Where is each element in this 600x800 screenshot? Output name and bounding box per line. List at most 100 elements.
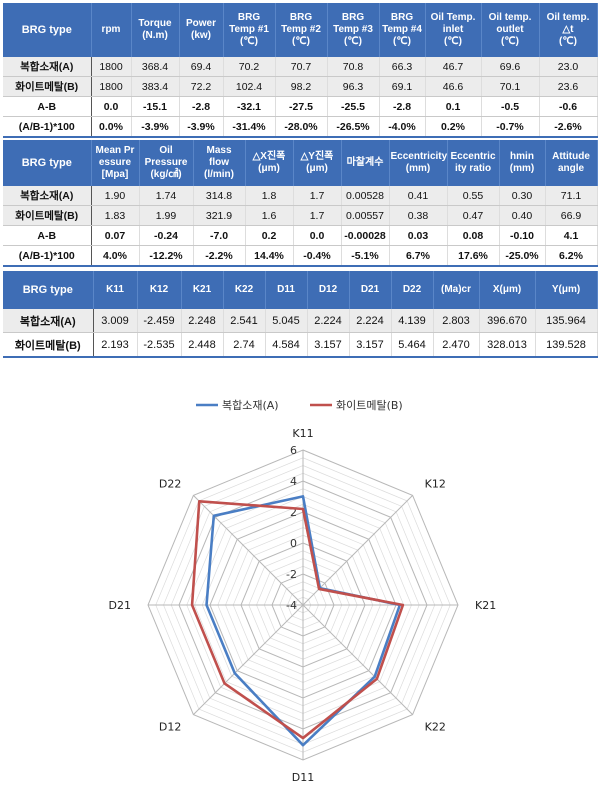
radial-tick-label: -4	[286, 599, 297, 612]
table-cell: 1800	[91, 57, 132, 77]
table-cell: 0.30	[499, 186, 546, 206]
table-cell: 70.8	[327, 57, 380, 77]
column-header: BRG Temp #2 (℃)	[275, 3, 328, 57]
column-header: (Ma)cr	[433, 271, 480, 309]
table-cell: 69.4	[179, 57, 224, 77]
table-cell: 5.464	[391, 332, 434, 358]
table-cell: -0.6	[539, 96, 598, 117]
table-cell: -0.00028	[341, 225, 390, 246]
column-header: Oil temp. △t (℃)	[539, 3, 598, 57]
table-row: 화이트메탈(B) 2.193 -2.535 2.448 2.74 4.584 3.157 3.…	[3, 332, 598, 358]
table-cell: 66.9	[545, 205, 598, 226]
radial-tick-label: 4	[290, 475, 297, 488]
row-label: 복합소재(A)	[3, 309, 94, 333]
table-cell: 321.9	[193, 205, 246, 226]
table-cell: 1.74	[139, 186, 194, 206]
table-cell: 66.3	[379, 57, 426, 77]
axis-label-d12: D12	[159, 721, 181, 734]
column-header: rpm	[91, 3, 132, 57]
table-cell: 2.470	[433, 332, 480, 358]
table-cell: -25.0%	[499, 245, 546, 267]
table-cell: -7.0	[193, 225, 246, 246]
table-cell: 0.1	[425, 96, 482, 117]
table-row: (A/B-1)*100 0.0% -3.9% -3.9% -31.4% -28.0% -26…	[3, 116, 598, 138]
table-cell: 3.157	[307, 332, 350, 358]
series-line-b	[190, 499, 405, 740]
table-cell: 96.3	[327, 76, 380, 97]
table-cell: -0.5	[481, 96, 540, 117]
table-cell: 0.38	[389, 205, 448, 226]
table-cell: 23.6	[539, 76, 598, 97]
performance-table: BRG type rpm Torque (N.m) Power (kw) BRG Tem…	[3, 3, 598, 138]
table-cell: 0.0	[91, 96, 132, 117]
table-cell: 2.248	[181, 309, 224, 333]
column-header: Attitude angle	[545, 140, 598, 186]
table-cell: 0.41	[389, 186, 448, 206]
column-header: K12	[137, 271, 182, 309]
table-cell: -26.5%	[327, 116, 380, 138]
table-cell: 46.6	[425, 76, 482, 97]
table-cell: -2.535	[137, 332, 182, 358]
table-cell: -3.9%	[131, 116, 180, 138]
table-cell: 383.4	[131, 76, 180, 97]
table-cell: -0.24	[139, 225, 194, 246]
table-cell: 69.6	[481, 57, 540, 77]
table-cell: 1800	[91, 76, 132, 97]
table-cell: 1.8	[245, 186, 294, 206]
axis-label-k22: K22	[425, 721, 446, 734]
table-cell: 71.1	[545, 186, 598, 206]
radar-axis-labels: K11 K12 K21 K22 D11 D12 D21 D22	[109, 427, 497, 784]
table-cell: 1.7	[293, 205, 342, 226]
table-cell: -0.10	[499, 225, 546, 246]
table-cell: 0.47	[447, 205, 500, 226]
table-cell: -2.8	[379, 96, 426, 117]
column-header: D12	[307, 271, 350, 309]
table-cell: 139.528	[535, 332, 598, 358]
axis-label-d21: D21	[109, 599, 131, 612]
column-header: Torque (N.m)	[131, 3, 180, 57]
table-cell: -3.9%	[179, 116, 224, 138]
radar-series	[190, 495, 405, 747]
table-cell: -0.7%	[481, 116, 540, 138]
table-cell: -27.5	[275, 96, 328, 117]
table-cell: 70.2	[223, 57, 276, 77]
table-cell: 4.1	[545, 225, 598, 246]
table-cell: 1.99	[139, 205, 194, 226]
table-cell: 2.803	[433, 309, 480, 333]
table-cell: 1.7	[293, 186, 342, 206]
column-header: X(μm)	[479, 271, 536, 309]
table-row: 화이트메탈(B) 1800 383.4 72.2 102.4 98.2 96.3 69.1 46…	[3, 76, 598, 97]
table-cell: 46.7	[425, 57, 482, 77]
column-header: Oil temp. outlet (℃)	[481, 3, 540, 57]
column-header: BRG type	[3, 271, 94, 309]
table-cell: 0.00557	[341, 205, 390, 226]
column-header: Mean Pr essure [Mpa]	[91, 140, 140, 186]
table-cell: -28.0%	[275, 116, 328, 138]
column-header: Power (kw)	[179, 3, 224, 57]
table-cell: 2.224	[349, 309, 392, 333]
table-cell: 0.0%	[91, 116, 132, 138]
table-cell: 14.4%	[245, 245, 294, 267]
table-cell: 0.0	[293, 225, 342, 246]
table-cell: -12.2%	[139, 245, 194, 267]
radar-chart: 복합소재(A) 화이트메탈(B) -4 -2 0 2 4 6 K11 K12 K21 K22 D11…	[109, 399, 497, 784]
row-label: 화이트메탈(B)	[3, 332, 94, 358]
table-cell: 396.670	[479, 309, 536, 333]
table-cell: 135.964	[535, 309, 598, 333]
table-cell: 1.83	[91, 205, 140, 226]
table-cell: 4.0%	[91, 245, 140, 267]
table-cell: 98.2	[275, 76, 328, 97]
table-cell: 0.00528	[341, 186, 390, 206]
table-cell: 4.584	[265, 332, 308, 358]
table-cell: 5.045	[265, 309, 308, 333]
table-cell: -0.4%	[293, 245, 342, 267]
table-cell: 0.08	[447, 225, 500, 246]
dynamic-coefficients-table: BRG type K11 K12 K21 K22 D11 D12 D21 D22 (Ma)cr X(…	[3, 271, 598, 358]
table-cell: 4.139	[391, 309, 434, 333]
column-header: D22	[391, 271, 434, 309]
legend-label: 화이트메탈(B)	[336, 399, 403, 412]
axis-spoke	[302, 495, 413, 606]
row-label: 복합소재(A)	[3, 186, 92, 206]
column-header: D11	[265, 271, 308, 309]
table-cell: 0.40	[499, 205, 546, 226]
